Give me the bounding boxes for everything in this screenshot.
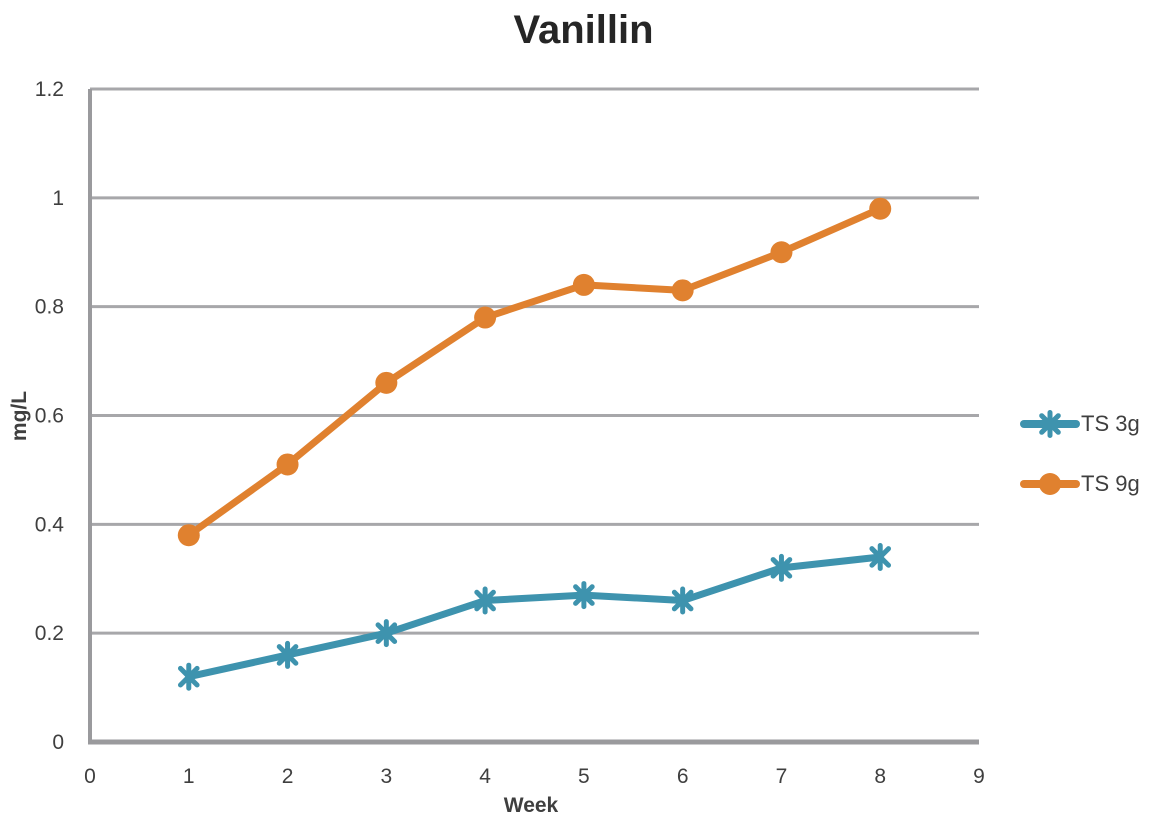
ts-3g-line-marker-icon bbox=[1020, 410, 1080, 438]
data-point-marker bbox=[375, 371, 398, 394]
ts-9g-line-marker-icon bbox=[1020, 473, 1080, 495]
chart-title: Vanillin bbox=[513, 8, 654, 52]
data-point-marker bbox=[572, 273, 595, 296]
legend: TS 3g TS 9g bbox=[1020, 404, 1140, 524]
legend-label-ts-9g: TS 9g bbox=[1081, 471, 1140, 496]
data-point-marker bbox=[770, 241, 793, 264]
data-point-marker bbox=[671, 279, 694, 302]
data-point-marker bbox=[671, 586, 694, 615]
data-point-marker bbox=[276, 453, 299, 476]
x-tick-label: 2 bbox=[282, 765, 294, 788]
data-point-marker bbox=[1039, 410, 1061, 438]
y-tick-label: 0.4 bbox=[35, 513, 65, 536]
y-tick-label: 0.6 bbox=[35, 405, 64, 428]
x-tick-label: 9 bbox=[973, 765, 985, 788]
y-tick-label: 1 bbox=[52, 187, 64, 210]
series-line-ts-3g[interactable] bbox=[185, 553, 884, 681]
data-point-marker bbox=[375, 619, 398, 648]
data-point-marker bbox=[474, 306, 497, 329]
data-point-marker bbox=[474, 586, 496, 615]
data-point-marker bbox=[770, 553, 793, 582]
data-point-marker bbox=[869, 197, 892, 220]
data-point-marker bbox=[177, 524, 200, 547]
x-tick-label: 7 bbox=[776, 765, 788, 788]
y-tick-label: 0 bbox=[52, 731, 64, 754]
x-tick-label: 8 bbox=[874, 765, 886, 788]
data-point-marker bbox=[869, 542, 892, 571]
x-tick-label: 5 bbox=[578, 765, 590, 788]
x-tick-label: 0 bbox=[84, 765, 96, 788]
data-point-marker bbox=[177, 662, 200, 691]
legend-item-ts-3g[interactable]: TS 3g bbox=[1020, 404, 1140, 444]
y-tick-label: 0.8 bbox=[35, 296, 64, 319]
y-tick-label: 0.2 bbox=[35, 622, 64, 645]
data-point-marker bbox=[573, 581, 595, 610]
x-tick-label: 1 bbox=[183, 765, 195, 788]
x-tick-label: 6 bbox=[677, 765, 689, 788]
x-axis-title: Week bbox=[503, 794, 559, 817]
legend-item-ts-9g[interactable]: TS 9g bbox=[1020, 464, 1140, 504]
series-line-ts-9g[interactable] bbox=[185, 205, 884, 539]
x-tick-label: 4 bbox=[479, 765, 491, 788]
y-tick-label: 1.2 bbox=[35, 78, 64, 101]
data-point-marker bbox=[1039, 473, 1061, 495]
legend-label-ts-3g: TS 3g bbox=[1081, 411, 1140, 436]
data-point-marker bbox=[276, 640, 299, 669]
y-axis-title: mg/L bbox=[8, 390, 31, 442]
x-tick-label: 3 bbox=[380, 765, 392, 788]
